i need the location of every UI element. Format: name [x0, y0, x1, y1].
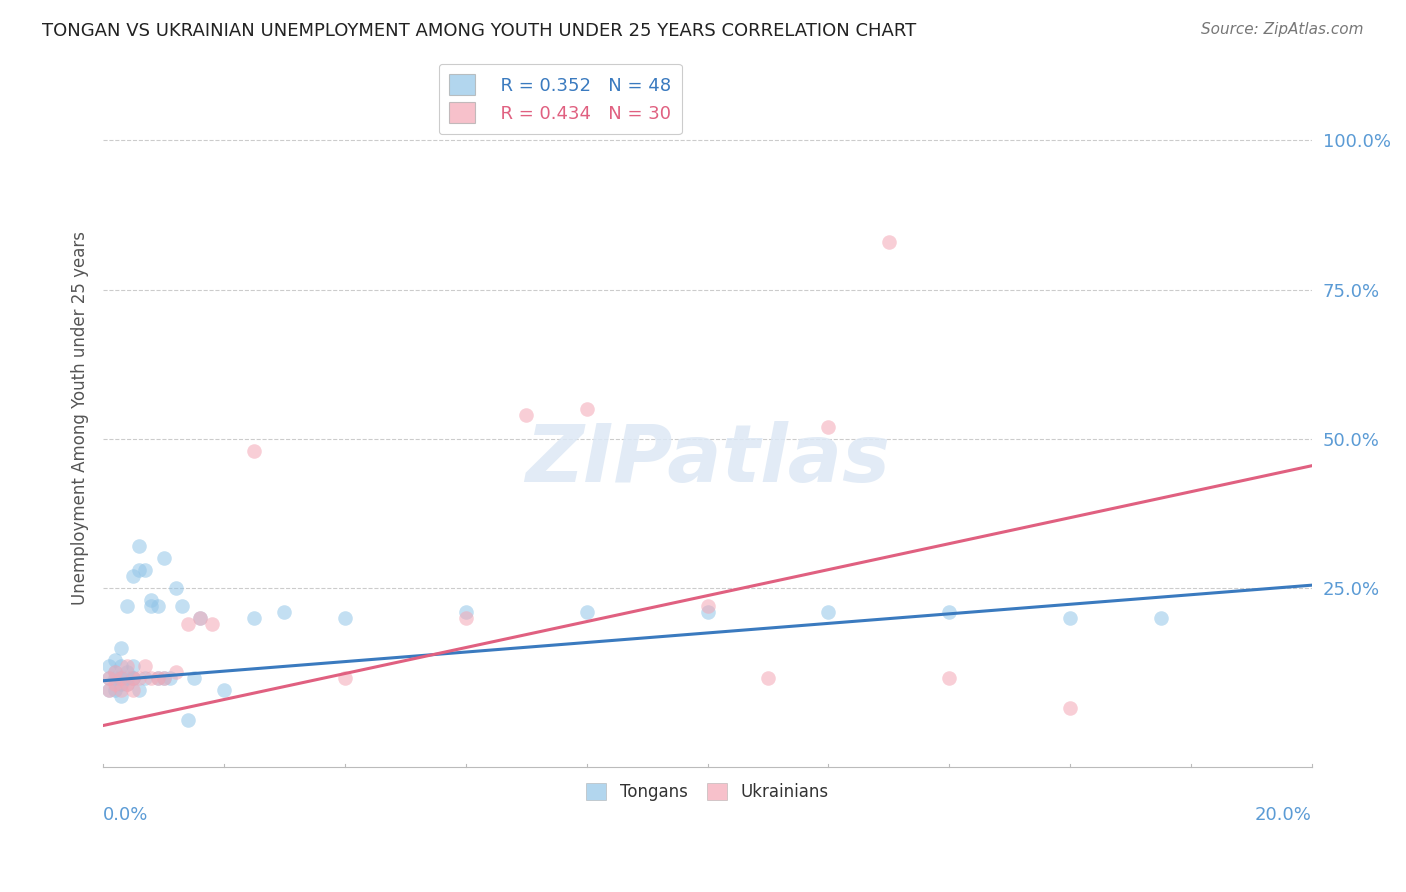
Point	[696, 599, 718, 613]
Point	[117, 665, 139, 679]
Point	[110, 676, 132, 690]
Point	[454, 605, 477, 619]
Point	[117, 676, 139, 690]
Point	[183, 671, 205, 685]
Point	[122, 671, 145, 685]
Point	[104, 671, 127, 685]
Point	[515, 408, 537, 422]
Y-axis label: Unemployment Among Youth under 25 years: Unemployment Among Youth under 25 years	[72, 231, 89, 605]
Point	[243, 611, 266, 625]
Point	[128, 671, 150, 685]
Point	[104, 676, 127, 690]
Point	[212, 682, 235, 697]
Point	[98, 671, 121, 685]
Point	[454, 611, 477, 625]
Point	[1059, 611, 1081, 625]
Point	[273, 605, 295, 619]
Text: 0.0%: 0.0%	[103, 806, 149, 824]
Point	[146, 599, 169, 613]
Point	[110, 640, 132, 655]
Point	[333, 671, 356, 685]
Point	[938, 605, 960, 619]
Point	[134, 563, 156, 577]
Point	[104, 665, 127, 679]
Point	[575, 605, 598, 619]
Point	[122, 658, 145, 673]
Point	[159, 671, 181, 685]
Text: 20.0%: 20.0%	[1256, 806, 1312, 824]
Point	[165, 665, 187, 679]
Point	[134, 658, 156, 673]
Point	[177, 713, 200, 727]
Point	[122, 569, 145, 583]
Point	[333, 611, 356, 625]
Point	[575, 401, 598, 416]
Text: TONGAN VS UKRAINIAN UNEMPLOYMENT AMONG YOUTH UNDER 25 YEARS CORRELATION CHART: TONGAN VS UKRAINIAN UNEMPLOYMENT AMONG Y…	[42, 22, 917, 40]
Point	[117, 658, 139, 673]
Point	[165, 581, 187, 595]
Point	[152, 551, 174, 566]
Point	[141, 599, 163, 613]
Point	[110, 658, 132, 673]
Point	[98, 671, 121, 685]
Point	[170, 599, 193, 613]
Text: ZIPatlas: ZIPatlas	[524, 421, 890, 499]
Text: Source: ZipAtlas.com: Source: ZipAtlas.com	[1201, 22, 1364, 37]
Point	[110, 682, 132, 697]
Point	[128, 682, 150, 697]
Point	[117, 676, 139, 690]
Point	[128, 563, 150, 577]
Point	[141, 671, 163, 685]
Point	[938, 671, 960, 685]
Point	[122, 682, 145, 697]
Point	[177, 617, 200, 632]
Legend: Tongans, Ukrainians: Tongans, Ukrainians	[579, 776, 835, 808]
Point	[117, 599, 139, 613]
Point	[188, 611, 211, 625]
Point	[110, 689, 132, 703]
Point	[104, 682, 127, 697]
Point	[152, 671, 174, 685]
Point	[104, 665, 127, 679]
Point	[122, 671, 145, 685]
Point	[817, 605, 839, 619]
Point	[1150, 611, 1173, 625]
Point	[110, 671, 132, 685]
Point	[243, 443, 266, 458]
Point	[98, 658, 121, 673]
Point	[128, 539, 150, 553]
Point	[188, 611, 211, 625]
Point	[146, 671, 169, 685]
Point	[110, 671, 132, 685]
Point	[696, 605, 718, 619]
Point	[756, 671, 779, 685]
Point	[877, 235, 900, 249]
Point	[98, 682, 121, 697]
Point	[817, 420, 839, 434]
Point	[134, 671, 156, 685]
Point	[1059, 700, 1081, 714]
Point	[152, 671, 174, 685]
Point	[122, 671, 145, 685]
Point	[201, 617, 224, 632]
Point	[146, 671, 169, 685]
Point	[98, 682, 121, 697]
Point	[104, 653, 127, 667]
Point	[141, 593, 163, 607]
Point	[117, 671, 139, 685]
